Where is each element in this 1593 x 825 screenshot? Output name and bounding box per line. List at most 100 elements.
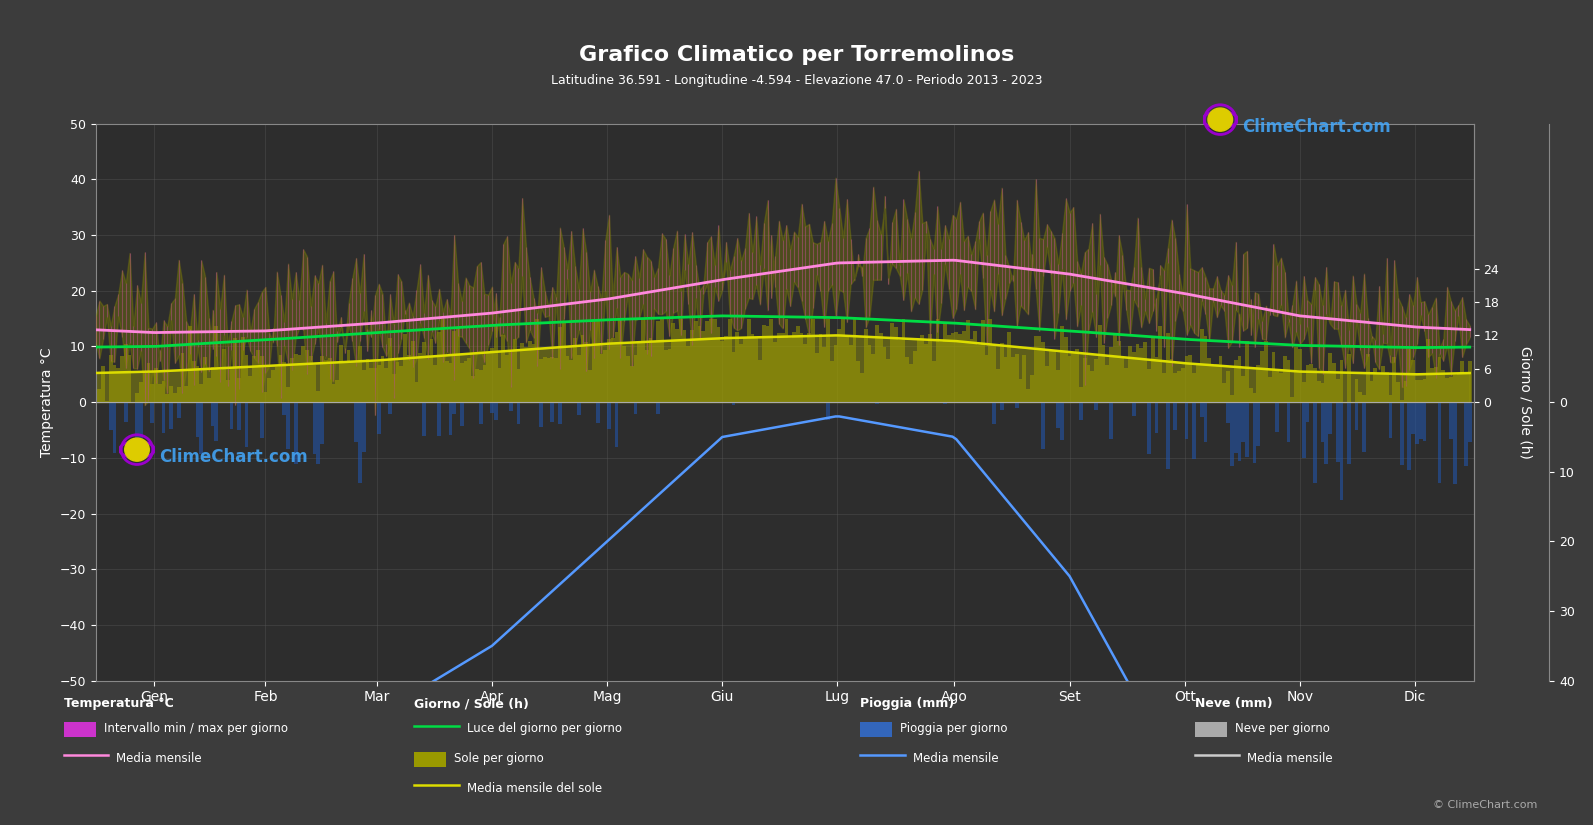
Bar (750, 334, 755, 402)
Bar (1395, 382, 1400, 402)
Bar (1450, 402, 1453, 439)
Bar (510, 351, 513, 402)
Bar (687, 346, 690, 402)
Bar (245, 355, 249, 402)
Bar (683, 330, 687, 402)
Bar (1298, 348, 1301, 402)
Bar (1227, 402, 1230, 423)
Bar (119, 356, 124, 402)
Bar (1415, 402, 1419, 444)
Bar (384, 368, 389, 402)
Bar (169, 386, 174, 402)
Bar (1324, 402, 1329, 464)
Bar (1007, 332, 1012, 402)
Bar (221, 349, 226, 402)
Text: Temperatura °C: Temperatura °C (64, 697, 174, 710)
Bar (263, 392, 268, 402)
Bar (803, 343, 808, 402)
Bar (158, 384, 161, 402)
Bar (634, 402, 637, 414)
Bar (1227, 370, 1230, 402)
Bar (312, 402, 317, 455)
Bar (615, 332, 618, 402)
Bar (706, 321, 709, 402)
Bar (1241, 375, 1246, 402)
Bar (959, 334, 962, 402)
Bar (400, 366, 403, 402)
Bar (354, 361, 358, 402)
Bar (378, 402, 381, 434)
Bar (596, 402, 599, 423)
Bar (1370, 381, 1373, 402)
Bar (389, 338, 392, 402)
Bar (1467, 402, 1472, 442)
Bar (910, 365, 913, 402)
Bar (588, 370, 593, 402)
Bar (1373, 368, 1378, 402)
Bar (554, 358, 558, 402)
Bar (328, 358, 331, 402)
Bar (207, 379, 210, 402)
Bar (660, 318, 664, 402)
Bar (1235, 361, 1238, 402)
Bar (808, 332, 811, 402)
Bar (135, 402, 139, 438)
Bar (108, 402, 113, 430)
Bar (1177, 370, 1180, 402)
Bar (940, 342, 943, 402)
Bar (166, 394, 169, 402)
Bar (395, 362, 400, 402)
Bar (290, 358, 293, 402)
Bar (1061, 402, 1064, 440)
Text: Neve per giorno: Neve per giorno (1235, 723, 1330, 735)
Bar (320, 356, 323, 402)
Bar (1174, 373, 1177, 402)
Bar (739, 344, 742, 402)
Bar (868, 346, 871, 402)
Bar (449, 362, 452, 402)
Bar (1037, 336, 1042, 402)
Bar (237, 378, 241, 402)
Bar (358, 346, 362, 402)
Bar (875, 402, 879, 404)
Bar (830, 361, 833, 402)
Bar (1461, 361, 1464, 402)
Bar (1125, 368, 1128, 402)
Bar (320, 402, 323, 444)
Bar (546, 358, 551, 402)
Bar (863, 329, 868, 402)
Bar (879, 333, 883, 402)
Bar (1078, 402, 1083, 420)
Bar (403, 334, 408, 402)
Bar (1204, 336, 1207, 402)
Bar (607, 339, 610, 402)
Bar (161, 402, 166, 433)
Text: Grafico Climatico per Torremolinos: Grafico Climatico per Torremolinos (578, 45, 1015, 65)
Bar (1442, 370, 1445, 402)
Bar (1147, 402, 1150, 455)
Bar (494, 326, 497, 402)
Bar (1365, 354, 1370, 402)
Bar (1133, 351, 1136, 402)
Bar (898, 340, 902, 402)
Bar (984, 356, 988, 402)
Bar (1215, 364, 1219, 402)
Bar (185, 386, 188, 402)
Bar (425, 356, 430, 402)
Bar (433, 365, 436, 402)
Bar (695, 321, 698, 402)
Bar (150, 384, 155, 402)
Bar (1306, 402, 1309, 422)
Bar (1120, 356, 1125, 402)
Bar (819, 333, 822, 402)
Bar (1144, 342, 1147, 402)
Bar (656, 322, 660, 402)
Bar (105, 401, 108, 402)
Bar (486, 353, 491, 402)
Bar (260, 356, 263, 402)
Bar (1306, 365, 1309, 402)
Bar (977, 345, 981, 402)
Bar (973, 331, 977, 402)
Bar (667, 349, 671, 402)
Bar (1329, 353, 1332, 402)
